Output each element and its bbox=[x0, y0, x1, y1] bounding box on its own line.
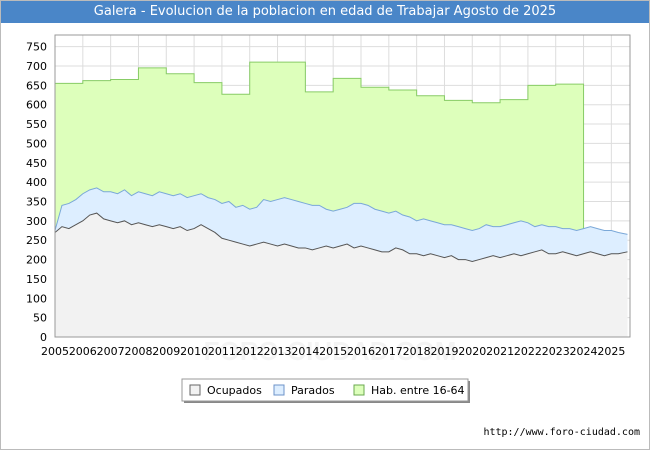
y-tick-label: 450 bbox=[26, 157, 47, 170]
ocupados-line bbox=[54, 212, 628, 263]
y-tick-label: 500 bbox=[26, 137, 47, 150]
y-tick-label: 250 bbox=[26, 234, 47, 247]
source-url[interactable]: http://www.foro-ciudad.com bbox=[483, 427, 640, 438]
y-tick-label: 600 bbox=[26, 99, 47, 112]
ocupados-area bbox=[55, 213, 628, 337]
x-tick-label: 2014 bbox=[291, 345, 319, 358]
legend-box bbox=[181, 378, 469, 402]
x-tick-label: 2008 bbox=[124, 345, 152, 358]
x-tick-label: 2015 bbox=[319, 345, 347, 358]
x-tick-label: 2021 bbox=[486, 345, 514, 358]
x-tick-label: 2023 bbox=[542, 345, 570, 358]
legend-swatch-parados bbox=[273, 384, 285, 396]
chart-title: Galera - Evolucion de la poblacion en ed… bbox=[1, 1, 649, 23]
legend-label: Parados bbox=[291, 384, 335, 397]
legend-label: Hab. entre 16-64 bbox=[371, 384, 465, 397]
y-tick-label: 400 bbox=[26, 176, 47, 189]
x-tick-label: 2006 bbox=[69, 345, 97, 358]
y-tick-label: 150 bbox=[26, 273, 47, 286]
x-tick-label: 2005 bbox=[41, 345, 69, 358]
y-tick-label: 350 bbox=[26, 195, 47, 208]
y-tick-label: 200 bbox=[26, 254, 47, 267]
y-tick-label: 0 bbox=[40, 331, 47, 344]
x-tick-label: 2010 bbox=[180, 345, 208, 358]
legend-label: Ocupados bbox=[207, 384, 262, 397]
x-tick-label: 2025 bbox=[597, 345, 625, 358]
legend-swatch-ocupados bbox=[189, 384, 201, 396]
x-tick-label: 2020 bbox=[458, 345, 486, 358]
x-tick-label: 2016 bbox=[347, 345, 375, 358]
x-tick-label: 2011 bbox=[208, 345, 236, 358]
y-tick-label: 100 bbox=[26, 292, 47, 305]
y-tick-label: 650 bbox=[26, 79, 47, 92]
x-tick-label: 2024 bbox=[570, 345, 598, 358]
y-tick-label: 550 bbox=[26, 118, 47, 131]
x-tick-label: 2009 bbox=[152, 345, 180, 358]
x-tick-label: 2007 bbox=[97, 345, 125, 358]
x-tick-label: 2018 bbox=[403, 345, 431, 358]
parados-line bbox=[54, 187, 628, 235]
x-tick-label: 2022 bbox=[514, 345, 542, 358]
plot-border bbox=[54, 34, 631, 338]
legend-swatch-hab-entre-16-64 bbox=[353, 384, 365, 396]
hab-line bbox=[55, 61, 585, 229]
x-tick-label: 2013 bbox=[264, 345, 292, 358]
watermark-text: FORO-CIUDAD.COM bbox=[204, 336, 457, 366]
x-tick-label: 2017 bbox=[375, 345, 403, 358]
y-tick-label: 750 bbox=[26, 41, 47, 54]
x-tick-label: 2012 bbox=[236, 345, 264, 358]
x-tick-label: 2019 bbox=[430, 345, 458, 358]
y-tick-label: 300 bbox=[26, 215, 47, 228]
y-tick-label: 700 bbox=[26, 60, 47, 73]
y-tick-label: 50 bbox=[33, 312, 47, 325]
